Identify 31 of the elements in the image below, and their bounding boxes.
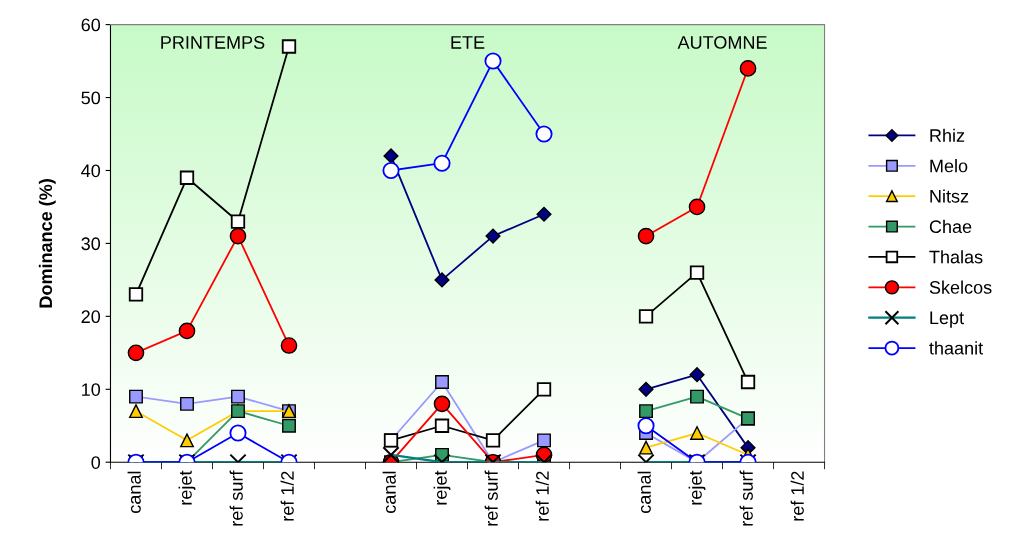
legend-label: Lept [930,311,964,328]
annotation: AUTOMNE [677,36,767,49]
legend-label: Chae [929,219,972,234]
legend-label: Thalas [929,250,983,264]
x-tick-label: ref 1/2 [790,471,804,521]
x-tick-label: ref 1/2 [535,471,549,521]
x-tick-label: rejet [688,470,706,505]
annotation: PRINTEMPS [161,36,265,49]
x-tick-label: ref surf [739,470,753,526]
legend-label: thaanit [929,341,984,355]
y-tick-label: 50 [81,91,101,105]
legend-label: Nitsz [930,189,969,203]
y-tick-label: 60 [81,18,101,32]
x-tick-label: ref 1/2 [280,471,294,521]
legend-label: Skelcos [929,280,992,294]
annotation: ETE [451,36,485,49]
y-tick-label: 40 [81,164,101,178]
x-tick-label: canal [382,471,396,513]
y-tick-label: 30 [81,237,101,251]
y-axis-title: Dominance (%) [38,179,56,308]
x-tick-label: ref surf [484,470,498,526]
legend-label: Melo [930,159,968,173]
x-tick-label: canal [637,471,651,513]
y-tick-label: 0 [91,456,101,469]
y-tick-label: 20 [81,310,101,324]
x-tick-label: ref surf [229,470,243,526]
x-tick-label: rejet [178,470,196,505]
x-tick-label: rejet [433,470,451,505]
legend-label: Rhiz [930,128,965,142]
x-tick-label: canal [127,471,141,513]
y-tick-label: 10 [82,383,101,396]
